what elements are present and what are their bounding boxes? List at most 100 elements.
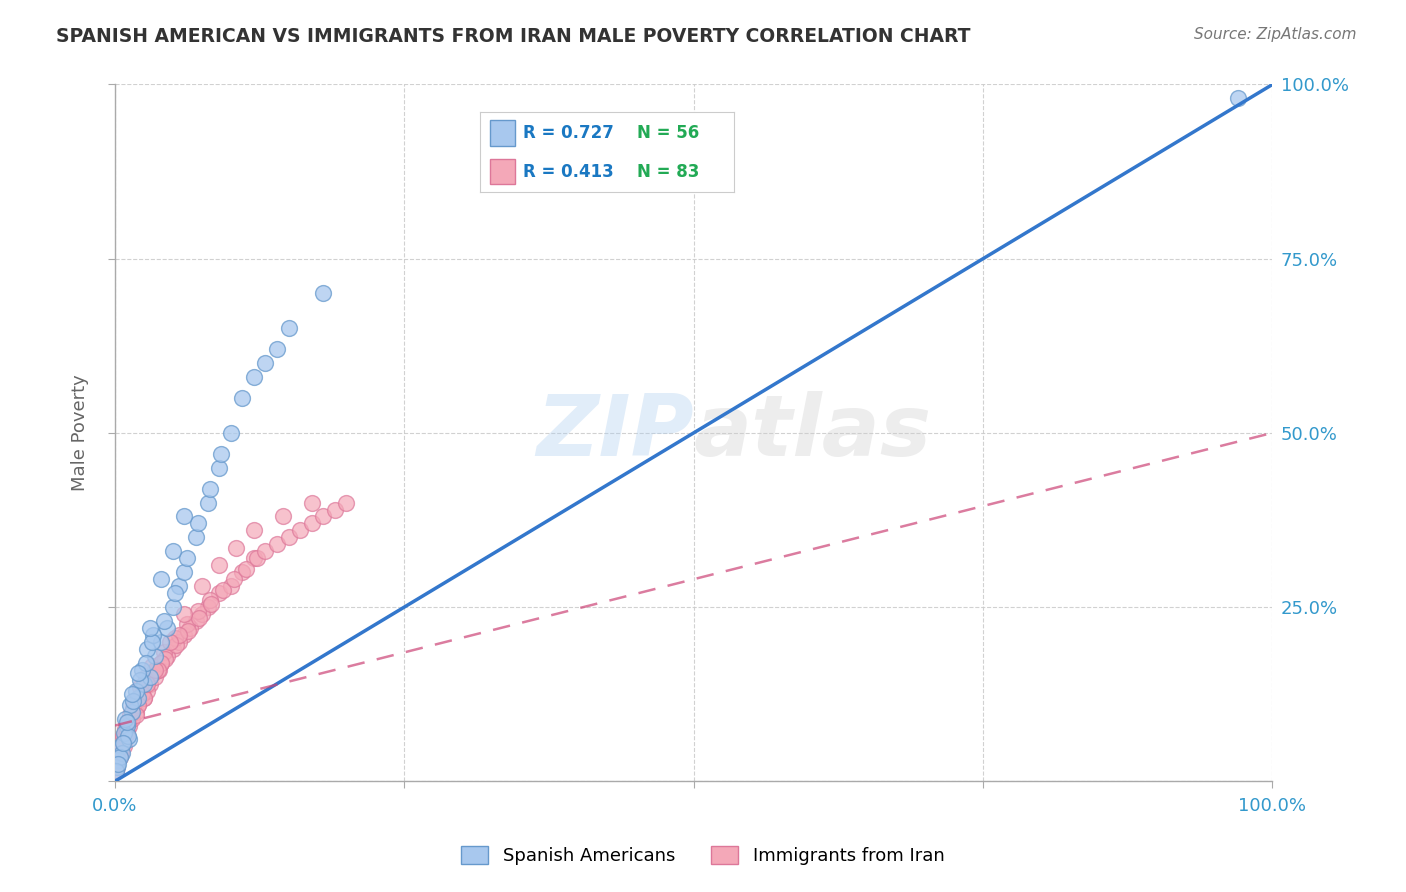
Point bbox=[179, 621, 201, 635]
Text: atlas: atlas bbox=[693, 392, 932, 475]
Point bbox=[122, 694, 145, 708]
Point bbox=[208, 460, 231, 475]
Point bbox=[131, 663, 153, 677]
Point bbox=[127, 666, 149, 681]
Point bbox=[125, 708, 148, 723]
Point bbox=[173, 566, 195, 580]
Point bbox=[127, 698, 149, 712]
Point bbox=[138, 677, 160, 691]
Point bbox=[165, 632, 187, 646]
Point bbox=[271, 509, 294, 524]
Point bbox=[117, 714, 139, 729]
Point bbox=[105, 760, 128, 774]
Point bbox=[159, 635, 181, 649]
Point bbox=[312, 509, 335, 524]
Point bbox=[105, 764, 128, 778]
Point bbox=[156, 648, 179, 663]
Point bbox=[197, 495, 219, 509]
Point bbox=[142, 628, 165, 642]
Point bbox=[173, 509, 195, 524]
Point bbox=[114, 729, 136, 743]
Point bbox=[115, 718, 138, 732]
Point bbox=[132, 690, 155, 705]
Text: ZIP: ZIP bbox=[536, 392, 693, 475]
Point bbox=[129, 673, 152, 688]
Point bbox=[177, 624, 200, 639]
Point bbox=[277, 530, 299, 544]
Point bbox=[150, 656, 173, 670]
Point bbox=[243, 370, 266, 384]
Point bbox=[112, 729, 135, 743]
Point bbox=[312, 286, 335, 301]
Point bbox=[132, 690, 155, 705]
Point bbox=[187, 516, 209, 531]
Point bbox=[301, 516, 323, 531]
Point bbox=[118, 698, 141, 712]
Point bbox=[211, 582, 233, 597]
Point bbox=[111, 747, 134, 761]
Point bbox=[162, 641, 184, 656]
Point bbox=[135, 656, 157, 670]
Point bbox=[138, 621, 160, 635]
Point bbox=[129, 680, 152, 694]
Point bbox=[198, 593, 221, 607]
Point bbox=[121, 712, 143, 726]
Point bbox=[124, 694, 146, 708]
Point bbox=[156, 621, 179, 635]
Point bbox=[219, 425, 242, 440]
Point bbox=[277, 321, 299, 335]
Point bbox=[136, 683, 159, 698]
Point bbox=[254, 544, 277, 558]
Point bbox=[235, 562, 257, 576]
Point bbox=[127, 690, 149, 705]
Point bbox=[142, 666, 165, 681]
Point bbox=[131, 687, 153, 701]
Point bbox=[150, 572, 173, 586]
Point bbox=[115, 714, 138, 729]
Point bbox=[184, 614, 207, 628]
Point bbox=[266, 343, 288, 357]
Text: SPANISH AMERICAN VS IMMIGRANTS FROM IRAN MALE POVERTY CORRELATION CHART: SPANISH AMERICAN VS IMMIGRANTS FROM IRAN… bbox=[56, 27, 970, 45]
Point bbox=[121, 705, 143, 719]
Point bbox=[111, 739, 134, 754]
Point bbox=[176, 617, 198, 632]
Point bbox=[122, 701, 145, 715]
Point bbox=[323, 502, 346, 516]
Point bbox=[219, 579, 242, 593]
Point bbox=[231, 566, 253, 580]
Point bbox=[135, 670, 157, 684]
Point bbox=[105, 760, 128, 774]
Y-axis label: Male Poverty: Male Poverty bbox=[72, 375, 89, 491]
Point bbox=[110, 739, 132, 754]
Point bbox=[335, 495, 357, 509]
Point bbox=[243, 524, 266, 538]
Point bbox=[243, 551, 266, 566]
Point bbox=[115, 725, 138, 739]
Point bbox=[188, 610, 211, 624]
Point bbox=[108, 750, 131, 764]
Point bbox=[117, 729, 139, 743]
Point bbox=[112, 732, 135, 747]
Point bbox=[165, 586, 187, 600]
Legend: Spanish Americans, Immigrants from Iran: Spanish Americans, Immigrants from Iran bbox=[453, 837, 953, 874]
Point bbox=[107, 756, 129, 771]
Point bbox=[148, 663, 170, 677]
Point bbox=[167, 628, 190, 642]
Point bbox=[152, 614, 174, 628]
Point bbox=[231, 391, 253, 405]
Point bbox=[150, 656, 173, 670]
Point bbox=[1226, 91, 1249, 105]
Point bbox=[167, 635, 190, 649]
Point bbox=[162, 544, 184, 558]
Point bbox=[254, 356, 277, 370]
Point bbox=[246, 551, 269, 566]
Point bbox=[136, 677, 159, 691]
Point bbox=[114, 712, 136, 726]
Point bbox=[107, 753, 129, 767]
Point bbox=[145, 648, 167, 663]
Text: Source: ZipAtlas.com: Source: ZipAtlas.com bbox=[1194, 27, 1357, 42]
Point bbox=[141, 659, 163, 673]
Point bbox=[150, 635, 173, 649]
Point bbox=[145, 670, 167, 684]
Point bbox=[153, 652, 176, 666]
